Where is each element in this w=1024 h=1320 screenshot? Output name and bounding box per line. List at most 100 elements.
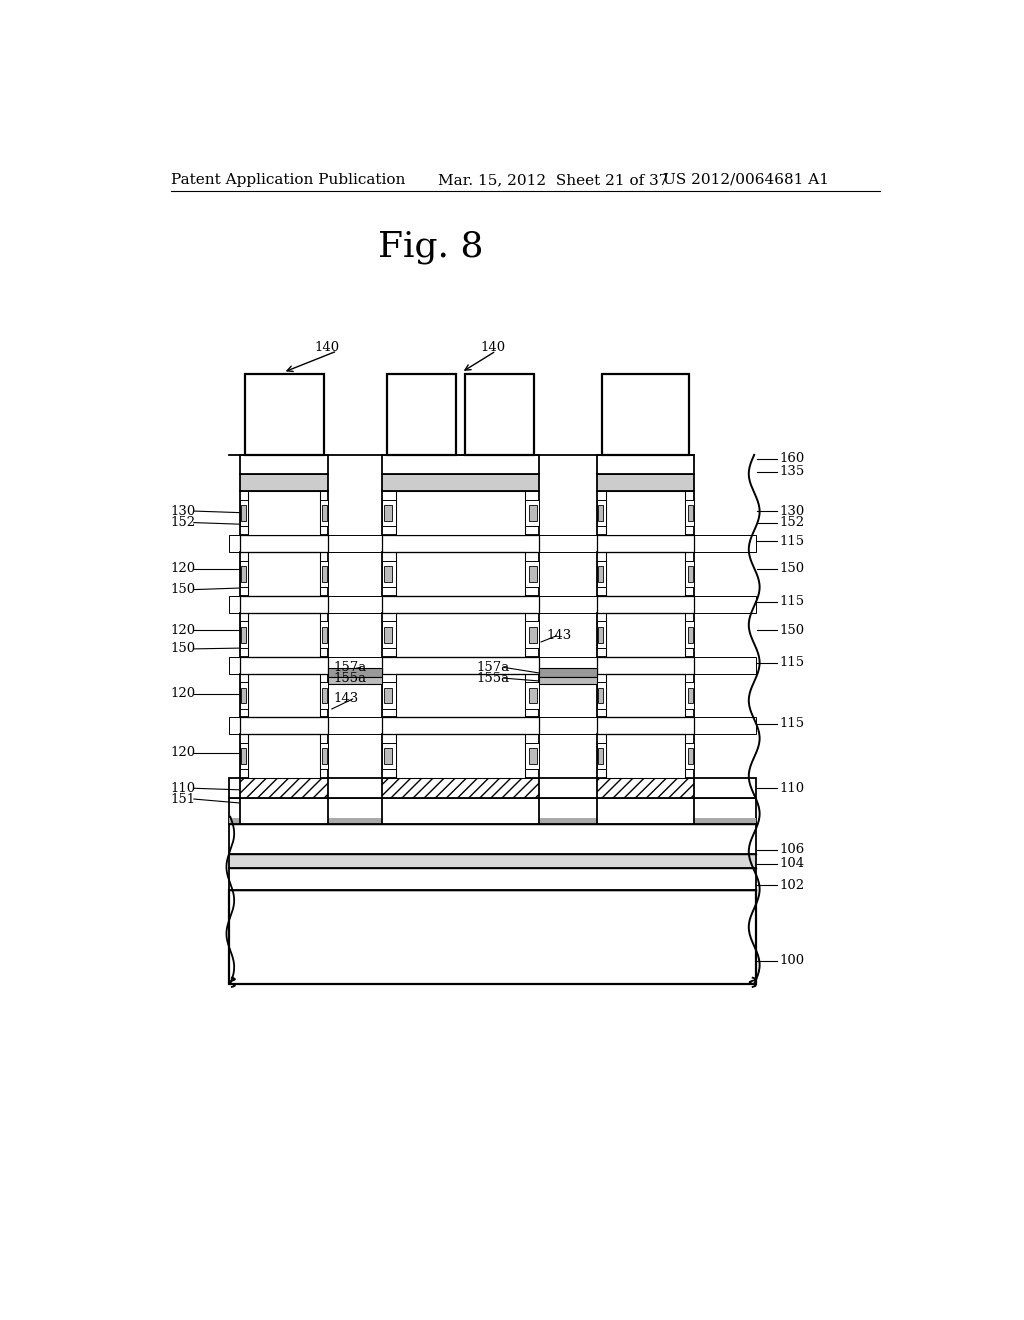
Bar <box>597 734 693 779</box>
Bar <box>396 734 524 779</box>
Bar <box>328 718 382 734</box>
Bar <box>321 622 328 648</box>
Text: 120: 120 <box>171 746 196 759</box>
Bar <box>539 718 597 734</box>
Bar <box>248 612 321 656</box>
Bar <box>605 612 685 656</box>
Text: 152: 152 <box>779 516 804 529</box>
Bar <box>242 506 246 521</box>
Bar <box>539 595 597 612</box>
Bar <box>328 668 382 677</box>
Bar <box>688 748 693 764</box>
Bar <box>396 734 524 779</box>
Bar <box>248 491 321 535</box>
Bar <box>598 627 603 643</box>
Bar <box>605 491 685 535</box>
Bar <box>241 595 328 612</box>
Bar <box>605 491 685 535</box>
Bar <box>323 506 327 521</box>
Bar <box>228 797 756 825</box>
Bar <box>228 818 756 822</box>
Text: 120: 120 <box>171 624 196 638</box>
Bar <box>597 743 605 770</box>
Bar <box>685 561 693 587</box>
Bar <box>228 535 241 552</box>
Bar <box>384 627 392 643</box>
Text: 157a: 157a <box>334 661 367 675</box>
Bar <box>382 656 539 673</box>
Bar <box>241 797 328 825</box>
Bar <box>382 595 539 612</box>
Bar <box>688 688 693 704</box>
Bar <box>384 688 392 704</box>
Bar <box>524 682 539 709</box>
Bar <box>605 552 685 595</box>
Bar <box>605 673 685 718</box>
Bar <box>248 673 321 718</box>
Bar <box>382 797 539 825</box>
Bar <box>396 673 524 718</box>
Bar <box>382 734 539 779</box>
Text: Mar. 15, 2012  Sheet 21 of 37: Mar. 15, 2012 Sheet 21 of 37 <box>438 173 669 187</box>
Bar <box>539 668 597 677</box>
Bar <box>241 535 328 552</box>
Bar <box>396 491 524 535</box>
Bar <box>605 673 685 718</box>
Bar <box>228 656 241 673</box>
Bar <box>230 779 755 797</box>
Bar <box>248 552 321 595</box>
Text: Fig. 8: Fig. 8 <box>378 230 483 264</box>
Bar <box>396 673 524 718</box>
Bar <box>396 491 524 535</box>
Bar <box>382 622 396 648</box>
Bar <box>321 682 328 709</box>
Bar <box>323 566 327 582</box>
Bar <box>241 718 328 734</box>
Bar <box>605 734 685 779</box>
Bar <box>598 688 603 704</box>
Bar <box>248 612 321 656</box>
Bar <box>597 561 605 587</box>
Bar <box>228 718 241 734</box>
Bar <box>382 743 396 770</box>
Bar <box>328 595 382 612</box>
Text: Patent Application Publication: Patent Application Publication <box>171 173 406 187</box>
Text: 130: 130 <box>779 504 804 517</box>
Bar <box>605 612 685 656</box>
Bar <box>228 779 756 797</box>
Bar <box>241 561 248 587</box>
Bar <box>241 491 328 535</box>
Text: 157a: 157a <box>477 661 510 675</box>
Text: 140: 140 <box>314 341 339 354</box>
Bar <box>248 552 321 595</box>
Bar <box>528 506 538 521</box>
Bar <box>598 748 603 764</box>
Bar <box>524 500 539 527</box>
Bar <box>241 455 328 474</box>
Bar <box>528 566 538 582</box>
Bar <box>605 734 685 779</box>
Bar <box>228 890 756 983</box>
Bar <box>685 622 693 648</box>
Bar <box>241 656 328 673</box>
Bar <box>597 535 693 552</box>
Text: 115: 115 <box>779 595 804 609</box>
Text: 106: 106 <box>779 843 804 857</box>
Text: 100: 100 <box>779 954 804 968</box>
Bar <box>241 734 328 779</box>
Bar <box>597 491 693 535</box>
Text: 140: 140 <box>480 341 506 354</box>
Bar <box>321 743 328 770</box>
Bar <box>693 595 756 612</box>
Bar <box>241 500 248 527</box>
Bar <box>382 552 539 595</box>
Bar <box>597 612 693 656</box>
Bar <box>688 506 693 521</box>
Bar <box>382 718 539 734</box>
Bar <box>685 743 693 770</box>
Text: 110: 110 <box>779 781 804 795</box>
Bar <box>323 688 327 704</box>
Bar <box>597 718 693 734</box>
Bar <box>597 673 693 718</box>
Bar <box>524 622 539 648</box>
